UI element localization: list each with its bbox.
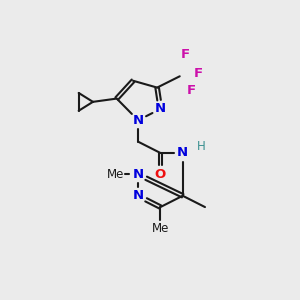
Text: F: F <box>181 48 190 62</box>
Text: N: N <box>133 114 144 127</box>
Text: H: H <box>197 140 206 153</box>
Text: F: F <box>187 84 196 97</box>
Text: Me: Me <box>152 222 169 235</box>
Text: Me: Me <box>107 168 124 181</box>
Text: N: N <box>155 103 166 116</box>
Text: N: N <box>133 168 144 181</box>
Text: N: N <box>177 146 188 160</box>
Text: O: O <box>155 168 166 181</box>
Text: F: F <box>194 67 203 80</box>
Text: N: N <box>133 189 144 202</box>
